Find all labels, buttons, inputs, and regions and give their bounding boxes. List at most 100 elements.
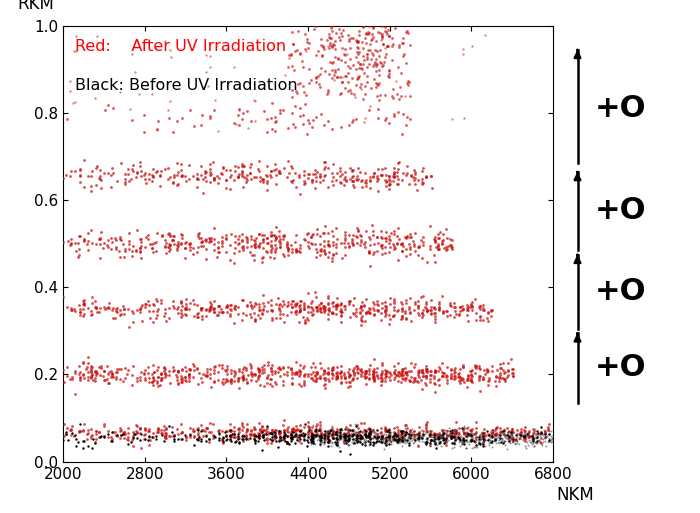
Point xyxy=(201,437,212,445)
Point xyxy=(470,361,481,369)
Point xyxy=(257,366,268,374)
Point xyxy=(127,167,139,175)
Point xyxy=(389,431,400,439)
Point xyxy=(248,431,260,440)
Point xyxy=(405,367,416,375)
Point xyxy=(111,307,122,315)
Point xyxy=(540,433,551,442)
Point xyxy=(372,372,383,380)
Point xyxy=(294,297,305,305)
Point xyxy=(315,34,326,43)
Point xyxy=(287,369,298,378)
Point xyxy=(274,235,286,243)
Point xyxy=(328,428,339,437)
Point xyxy=(384,436,395,444)
Point xyxy=(253,366,264,374)
Point xyxy=(298,82,309,90)
Point xyxy=(262,430,274,438)
Point xyxy=(470,364,482,372)
Point xyxy=(404,229,415,238)
Point xyxy=(99,376,110,384)
Point xyxy=(367,427,378,436)
Point xyxy=(193,229,204,237)
Point xyxy=(479,366,490,374)
Point xyxy=(169,431,180,440)
Point xyxy=(477,433,489,441)
Point xyxy=(364,40,375,48)
Point xyxy=(400,374,411,382)
Point xyxy=(307,297,318,305)
Point xyxy=(466,373,477,382)
Point xyxy=(421,306,433,314)
Point xyxy=(486,430,497,439)
Point xyxy=(438,437,449,445)
Point xyxy=(65,426,76,434)
Point xyxy=(456,440,467,448)
Point xyxy=(135,436,146,444)
Point xyxy=(344,164,356,172)
Point xyxy=(274,429,285,437)
Point xyxy=(111,430,122,439)
Point xyxy=(323,430,334,438)
Point xyxy=(375,232,386,241)
Point xyxy=(369,432,380,440)
Point xyxy=(316,436,327,444)
Point xyxy=(397,169,408,177)
Point xyxy=(228,63,239,71)
Text: +O: +O xyxy=(595,353,647,383)
Point xyxy=(155,376,167,384)
Point xyxy=(358,301,370,309)
Point xyxy=(375,171,386,179)
Point xyxy=(273,428,284,436)
Point xyxy=(244,163,256,171)
Point xyxy=(200,432,211,440)
Point xyxy=(447,432,458,440)
Point xyxy=(319,380,330,388)
Point xyxy=(467,366,478,374)
Point xyxy=(367,49,378,57)
Point xyxy=(195,234,206,242)
Point xyxy=(286,28,297,36)
Point xyxy=(248,425,260,433)
Point xyxy=(139,169,150,177)
Point xyxy=(254,371,265,379)
Point xyxy=(322,432,333,440)
Point xyxy=(535,431,546,440)
Point xyxy=(363,29,374,37)
Point xyxy=(497,430,508,439)
Point xyxy=(469,295,480,304)
Point xyxy=(340,433,351,442)
Point xyxy=(169,304,180,312)
Point xyxy=(346,432,358,440)
Point xyxy=(335,435,346,443)
Point xyxy=(193,424,204,432)
Point xyxy=(360,308,372,317)
Point xyxy=(240,375,251,383)
Point xyxy=(465,426,476,435)
Point xyxy=(381,440,392,448)
Point xyxy=(330,440,342,448)
Point xyxy=(441,312,452,320)
Point xyxy=(384,172,395,181)
Point xyxy=(177,231,188,239)
Point xyxy=(508,429,519,438)
Point xyxy=(334,426,345,434)
Point xyxy=(376,372,387,381)
Point xyxy=(221,370,232,378)
Point xyxy=(267,307,278,315)
Point xyxy=(342,239,354,247)
Point xyxy=(409,378,420,386)
Point xyxy=(351,308,362,317)
Point xyxy=(342,429,354,437)
Point xyxy=(306,432,317,440)
Point xyxy=(338,432,349,440)
Point xyxy=(491,436,502,444)
Point xyxy=(270,241,281,249)
Point xyxy=(519,429,530,437)
Point xyxy=(433,242,444,250)
Point xyxy=(372,433,384,442)
Point xyxy=(232,303,244,311)
Point xyxy=(430,444,441,452)
Point xyxy=(463,430,475,438)
Point xyxy=(301,91,312,99)
